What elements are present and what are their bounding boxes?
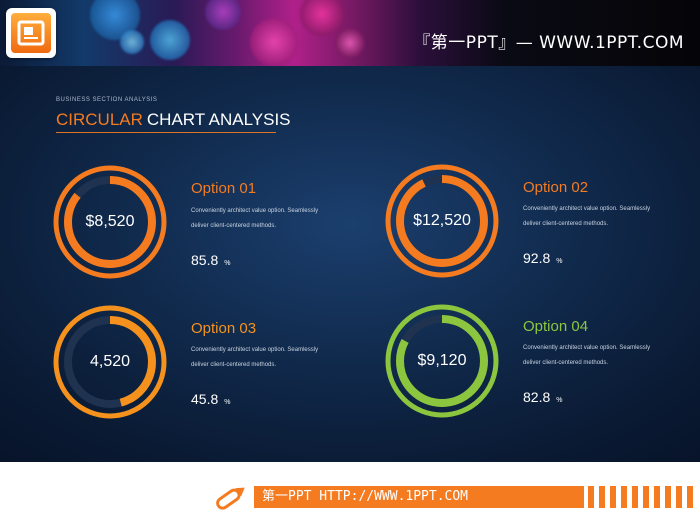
option-percent: 82.8% [523, 389, 562, 405]
progress-ring-option-01: $8,520 [50, 162, 170, 282]
stripe [643, 486, 649, 508]
footer-url-bar: 第一PPT HTTP://WWW.1PPT.COM [254, 486, 584, 508]
pencil-icon [216, 487, 245, 510]
option-description: Conveniently architect value option. Sea… [191, 347, 319, 368]
progress-ring-option-04: $9,120 [382, 301, 502, 421]
slide-content: BUSINESS SECTION ANALYSIS CIRCULAR CHART … [0, 66, 700, 462]
ring-value: $9,120 [417, 352, 467, 369]
ring-progress [64, 176, 156, 268]
stripe [610, 486, 616, 508]
percent-value: 85.8 [191, 252, 219, 268]
bokeh-light [150, 20, 190, 60]
banner-title: 『第一PPT』— WWW.1PPT.COM [413, 33, 684, 53]
footer: 第一PPT HTTP://WWW.1PPT.COM [0, 462, 700, 525]
option-title: Option 02 [523, 179, 589, 196]
progress-ring-option-03: 4,520 [50, 302, 170, 422]
option-description: Conveniently architect value option. Sea… [191, 208, 319, 229]
option-title: Option 03 [191, 320, 257, 337]
option-percent: 85.8% [191, 252, 230, 268]
page-title: CIRCULAR CHART ANALYSIS [56, 110, 291, 130]
bokeh-light [300, 0, 344, 36]
ring-outer [53, 305, 167, 419]
stripe [654, 486, 660, 508]
percent-value: 45.8 [191, 391, 219, 407]
ring-graphic [53, 165, 167, 279]
percent-unit: % [556, 258, 563, 265]
bokeh-light [120, 30, 144, 54]
section-subtitle: BUSINESS SECTION ANALYSIS [56, 97, 158, 103]
logo [6, 8, 56, 58]
stripe [621, 486, 627, 508]
bokeh-light [335, 28, 365, 58]
ring-outer [385, 304, 499, 418]
option-title: Option 04 [523, 318, 589, 335]
percent-unit: % [556, 397, 563, 404]
title-underline [56, 132, 276, 133]
ring-progress [64, 316, 156, 408]
stripe [599, 486, 605, 508]
percent-unit: % [224, 260, 231, 267]
footer-stripes [588, 486, 696, 508]
stripe [665, 486, 671, 508]
stripe [687, 486, 693, 508]
ring-outer [385, 164, 499, 278]
percent-unit: % [224, 399, 231, 406]
powerpoint-icon [11, 13, 51, 53]
ring-graphic [385, 164, 499, 278]
option-title: Option 01 [191, 180, 257, 197]
ring-value: 4,520 [89, 353, 131, 370]
stripe [676, 486, 682, 508]
bokeh-light [250, 18, 298, 66]
bokeh-light [205, 0, 241, 30]
ring-progress [396, 175, 488, 267]
ring-graphic [385, 304, 499, 418]
progress-ring-option-02: $12,520 [382, 161, 502, 281]
option-percent: 45.8% [191, 391, 230, 407]
stripe [632, 486, 638, 508]
option-description: Conveniently architect value option. Sea… [523, 345, 651, 366]
ring-value: $8,520 [85, 213, 135, 230]
top-banner: 『第一PPT』— WWW.1PPT.COM [0, 0, 700, 66]
stripe [588, 486, 594, 508]
percent-value: 92.8 [523, 250, 551, 266]
option-percent: 92.8% [523, 250, 562, 266]
title-accent: CIRCULAR [56, 110, 143, 129]
ring-progress [396, 315, 488, 407]
title-rest: CHART ANALYSIS [146, 110, 291, 129]
ring-outer [53, 165, 167, 279]
percent-value: 82.8 [523, 389, 551, 405]
ring-graphic [53, 305, 167, 419]
ring-value: $12,520 [413, 212, 471, 229]
option-description: Conveniently architect value option. Sea… [523, 206, 651, 227]
